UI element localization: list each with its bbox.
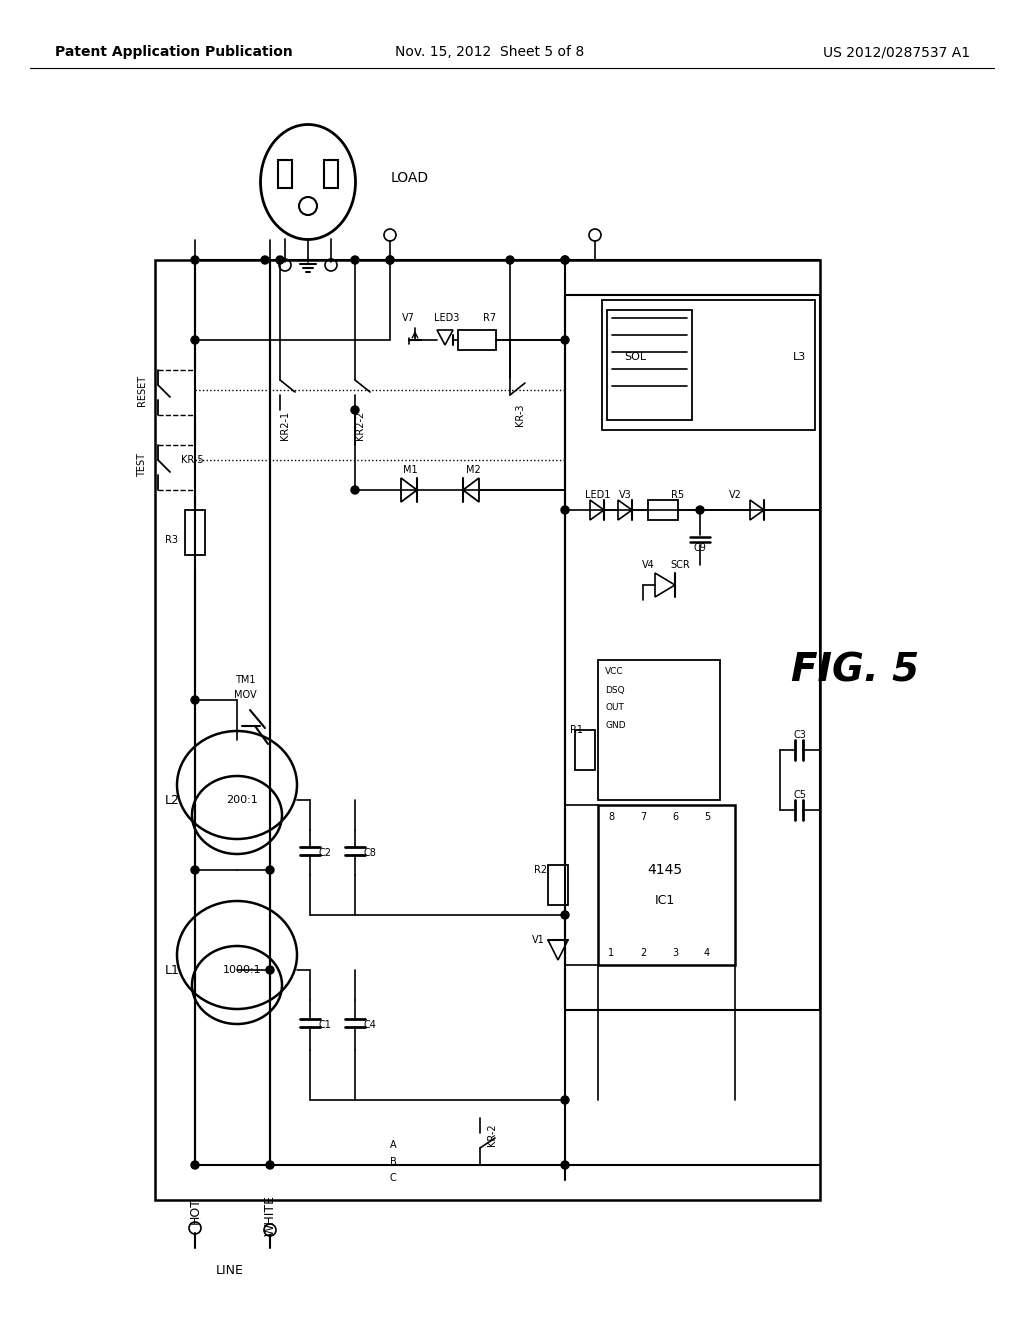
Bar xyxy=(155,260,820,1200)
Text: B: B xyxy=(389,1158,396,1167)
Circle shape xyxy=(561,256,569,264)
Bar xyxy=(278,160,292,187)
Text: R7: R7 xyxy=(483,313,497,323)
Text: C9: C9 xyxy=(693,543,707,553)
Text: V4: V4 xyxy=(642,560,654,570)
Text: C3: C3 xyxy=(794,730,807,741)
Circle shape xyxy=(191,696,199,704)
Text: C2: C2 xyxy=(318,847,332,858)
Circle shape xyxy=(386,256,394,264)
Bar xyxy=(602,300,815,430)
Text: DSQ: DSQ xyxy=(605,685,625,694)
Text: Nov. 15, 2012  Sheet 5 of 8: Nov. 15, 2012 Sheet 5 of 8 xyxy=(395,45,585,59)
Text: SCR: SCR xyxy=(670,560,690,570)
Circle shape xyxy=(191,866,199,874)
Bar xyxy=(458,330,496,350)
Text: R2: R2 xyxy=(534,865,547,875)
Text: SOL: SOL xyxy=(624,352,646,362)
Text: LOAD: LOAD xyxy=(391,172,429,185)
Text: 6: 6 xyxy=(672,812,678,822)
Text: OUT: OUT xyxy=(605,704,624,713)
Bar xyxy=(598,660,720,800)
Text: L2: L2 xyxy=(165,793,179,807)
Circle shape xyxy=(561,1162,569,1170)
Circle shape xyxy=(266,1162,274,1170)
Circle shape xyxy=(506,256,514,264)
Circle shape xyxy=(561,256,569,264)
Text: 1000:1: 1000:1 xyxy=(222,965,261,975)
Circle shape xyxy=(351,256,359,264)
Text: 4: 4 xyxy=(703,948,710,958)
Text: RESET: RESET xyxy=(137,375,147,405)
Text: 7: 7 xyxy=(640,812,646,822)
Bar xyxy=(324,160,338,187)
Text: R5: R5 xyxy=(672,490,685,500)
Bar xyxy=(607,310,692,420)
Text: A: A xyxy=(390,1140,396,1150)
Bar xyxy=(548,865,568,906)
Text: C8: C8 xyxy=(364,847,377,858)
Text: Patent Application Publication: Patent Application Publication xyxy=(55,45,293,59)
Text: R1: R1 xyxy=(570,725,583,735)
Circle shape xyxy=(561,337,569,345)
Circle shape xyxy=(351,407,359,414)
Text: KR-5: KR-5 xyxy=(180,455,204,465)
Bar xyxy=(598,805,735,965)
Text: FIG. 5: FIG. 5 xyxy=(791,651,920,689)
Text: TEST: TEST xyxy=(137,453,147,477)
Text: C5: C5 xyxy=(794,789,807,800)
Text: WHITE: WHITE xyxy=(263,1195,276,1236)
Circle shape xyxy=(266,966,274,974)
Text: LED3: LED3 xyxy=(434,313,460,323)
Text: KR2-2: KR2-2 xyxy=(355,411,365,440)
Circle shape xyxy=(276,256,284,264)
Bar xyxy=(575,730,595,770)
Text: 1: 1 xyxy=(608,948,614,958)
Text: C: C xyxy=(389,1173,396,1183)
Text: GND: GND xyxy=(605,722,626,730)
Circle shape xyxy=(261,256,269,264)
Text: KR2-1: KR2-1 xyxy=(280,411,290,440)
Circle shape xyxy=(266,866,274,874)
Circle shape xyxy=(191,1162,199,1170)
Circle shape xyxy=(191,256,199,264)
Text: KR-2: KR-2 xyxy=(487,1123,497,1146)
Circle shape xyxy=(561,506,569,513)
Circle shape xyxy=(696,506,705,513)
Circle shape xyxy=(386,256,394,264)
Text: V1: V1 xyxy=(532,935,545,945)
Circle shape xyxy=(561,911,569,919)
Text: LED1: LED1 xyxy=(586,490,610,500)
Text: 8: 8 xyxy=(608,812,614,822)
Circle shape xyxy=(191,337,199,345)
Text: L3: L3 xyxy=(794,352,807,362)
Text: US 2012/0287537 A1: US 2012/0287537 A1 xyxy=(823,45,970,59)
Text: LINE: LINE xyxy=(216,1263,244,1276)
Text: IC1: IC1 xyxy=(655,894,675,907)
Text: KR-3: KR-3 xyxy=(515,404,525,426)
Bar xyxy=(648,500,678,520)
Text: 5: 5 xyxy=(703,812,710,822)
Text: C4: C4 xyxy=(364,1020,377,1030)
Circle shape xyxy=(351,486,359,494)
Text: V2: V2 xyxy=(728,490,741,500)
Text: R3: R3 xyxy=(165,535,178,545)
Text: L1: L1 xyxy=(165,964,179,977)
Text: V3: V3 xyxy=(618,490,632,500)
Text: M1: M1 xyxy=(402,465,418,475)
Text: M2: M2 xyxy=(466,465,480,475)
Text: 3: 3 xyxy=(672,948,678,958)
Text: HOT: HOT xyxy=(188,1196,202,1224)
Text: 200:1: 200:1 xyxy=(226,795,258,805)
Circle shape xyxy=(561,1096,569,1104)
Bar xyxy=(565,294,820,1010)
Text: VCC: VCC xyxy=(605,668,624,676)
Bar xyxy=(185,510,205,554)
Text: TM1: TM1 xyxy=(234,675,255,685)
Text: C1: C1 xyxy=(318,1020,332,1030)
Text: MOV: MOV xyxy=(233,690,256,700)
Text: 2: 2 xyxy=(640,948,646,958)
Text: V7: V7 xyxy=(401,313,415,323)
Text: 4145: 4145 xyxy=(647,863,683,876)
